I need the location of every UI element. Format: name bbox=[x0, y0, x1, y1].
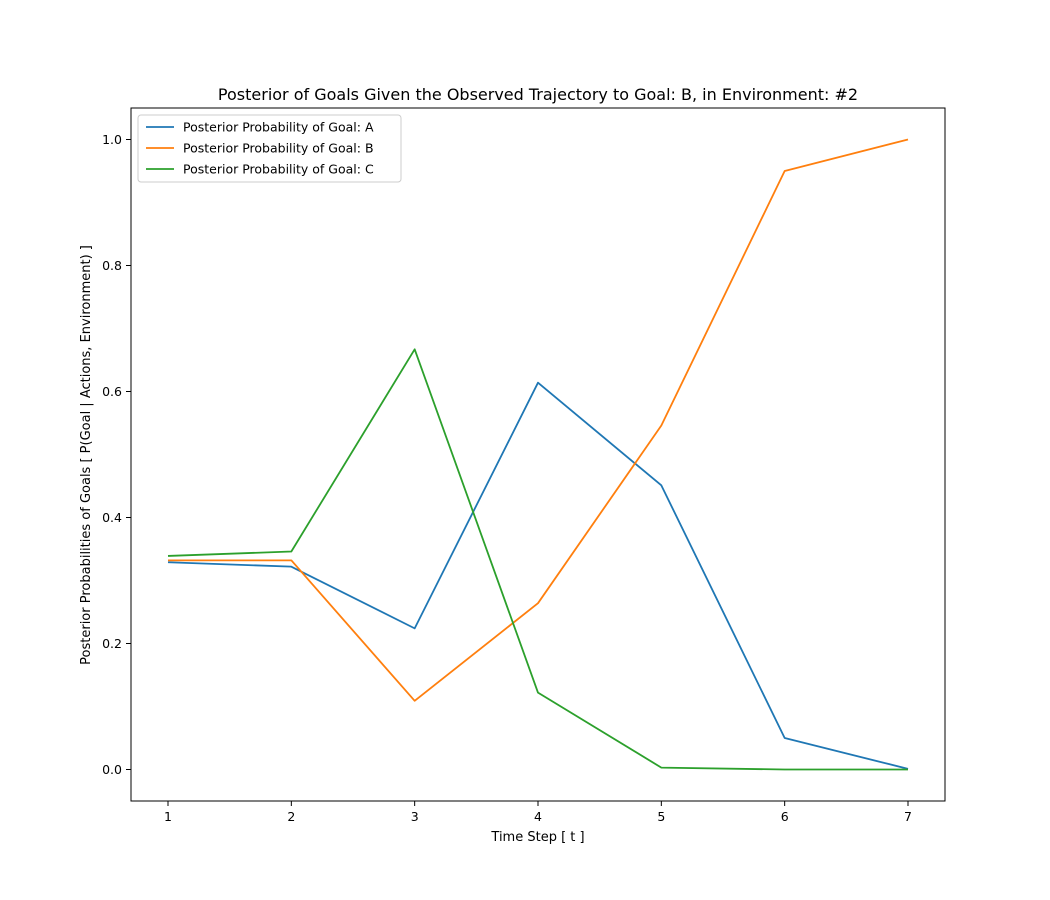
series-lines bbox=[167, 138, 909, 771]
x-tick-label: 2 bbox=[287, 809, 295, 824]
x-tick-label: 7 bbox=[904, 809, 912, 824]
legend-label: Posterior Probability of Goal: C bbox=[183, 162, 374, 177]
x-tick-label: 4 bbox=[534, 809, 542, 824]
x-axis: 1 2 3 4 5 6 7 bbox=[164, 801, 912, 824]
y-tick-label: 1.0 bbox=[102, 132, 122, 147]
x-axis-label: Time Step [ t ] bbox=[490, 830, 584, 845]
x-tick-label: 3 bbox=[411, 809, 419, 824]
y-axis: 0.0 0.2 0.4 0.6 0.8 1.0 bbox=[102, 132, 131, 777]
y-axis-label: Posterior Probabilities of Goals [ P(Goa… bbox=[79, 245, 94, 665]
y-tick-label: 0.0 bbox=[102, 762, 122, 777]
y-tick-label: 0.4 bbox=[102, 510, 122, 525]
legend-label: Posterior Probability of Goal: B bbox=[183, 141, 374, 156]
x-tick-label: 5 bbox=[657, 809, 665, 824]
chart-title: Posterior of Goals Given the Observed Tr… bbox=[218, 85, 858, 104]
plot-frame bbox=[130, 107, 946, 802]
series-line-3 bbox=[167, 348, 908, 771]
x-tick-label: 1 bbox=[164, 809, 172, 824]
x-tick-label: 6 bbox=[781, 809, 789, 824]
legend-box bbox=[137, 114, 402, 183]
y-tick-label: 0.2 bbox=[102, 636, 122, 651]
series-line-2 bbox=[168, 138, 909, 702]
series-line-1 bbox=[167, 381, 909, 770]
y-tick-label: 0.6 bbox=[102, 384, 122, 399]
y-tick-label: 0.8 bbox=[102, 258, 122, 273]
legend: Posterior Probability of Goal: A Posterio… bbox=[137, 114, 402, 183]
legend-label: Posterior Probability of Goal: A bbox=[183, 120, 374, 135]
